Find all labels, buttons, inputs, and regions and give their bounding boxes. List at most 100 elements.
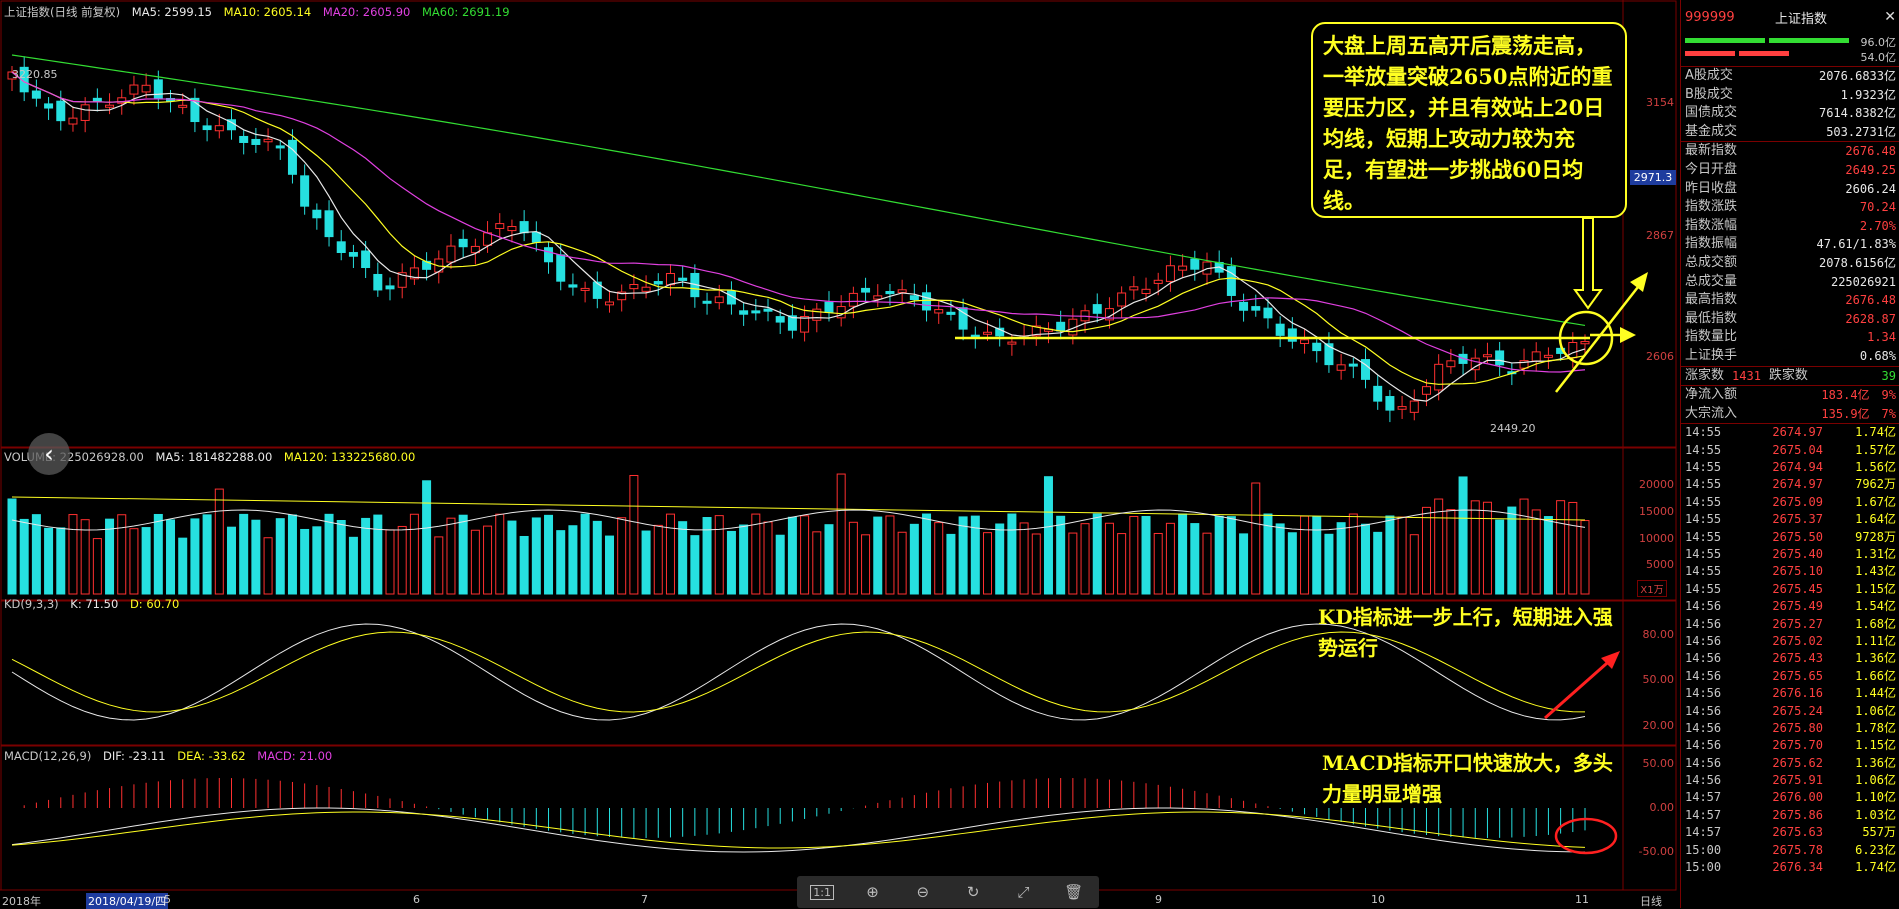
tick-row[interactable]: 14:56 2676.16 1.44亿 (1681, 685, 1899, 702)
tick-row[interactable]: 14:56 2675.24 1.06亿 (1681, 703, 1899, 720)
tick-row[interactable]: 14:56 2675.43 1.36亿 (1681, 650, 1899, 667)
tick-price: 2675.62 (1772, 755, 1823, 770)
candle-body (763, 308, 773, 312)
fullscreen-icon: ⤢ (1017, 883, 1030, 901)
stat-label: 最新指数 (1685, 143, 1738, 159)
tick-row[interactable]: 14:55 2675.40 1.31亿 (1681, 546, 1899, 563)
volume-bar (1348, 513, 1358, 595)
image-viewer-toolbar: 1:1 ⊕ ⊖ ↻ ⤢ 🗑 (797, 876, 1099, 908)
tick-row[interactable]: 14:55 2674.97 7962万 (1681, 476, 1899, 493)
tick-amount: 1.74亿 (1855, 860, 1896, 875)
tick-row[interactable]: 14:56 2675.62 1.36亿 (1681, 755, 1899, 772)
tick-row[interactable]: 14:56 2675.02 1.11亿 (1681, 633, 1899, 650)
volume-bar (1568, 501, 1578, 595)
volume-bar (483, 525, 493, 595)
tick-amount: 1.43亿 (1855, 564, 1896, 579)
tick-row[interactable]: 14:55 2675.04 1.57亿 (1681, 442, 1899, 459)
volume-bar (1019, 522, 1029, 595)
volume-bar (604, 535, 614, 595)
candle-body (1092, 304, 1102, 314)
tick-row[interactable]: 14:57 2676.00 1.10亿 (1681, 789, 1899, 806)
tick-row[interactable]: 14:56 2675.70 1.15亿 (1681, 737, 1899, 754)
volume-bar (970, 515, 980, 595)
tick-row[interactable]: 14:56 2675.65 1.66亿 (1681, 668, 1899, 685)
tick-amount: 1.78亿 (1855, 720, 1896, 735)
stat-row: 指数涨幅 2.70% (1681, 217, 1899, 236)
x-axis-mode[interactable]: 日线 (1640, 895, 1662, 908)
x-axis-cursor-date: 2018/04/19/四 (86, 893, 169, 909)
tick-row[interactable]: 14:55 2675.45 1.15亿 (1681, 581, 1899, 598)
fullscreen-button[interactable]: ⤢ (1011, 880, 1035, 904)
volume-ma5 (11, 509, 1586, 531)
volume-bar (702, 517, 712, 595)
tick-amount: 1.10亿 (1855, 790, 1896, 805)
tick-row[interactable]: 14:57 2675.63 557万 (1681, 824, 1899, 841)
turnover-section: A股成交 2076.6833亿 B股成交 1.9323亿 国债成交 7614.8… (1681, 67, 1899, 141)
tick-price: 2675.43 (1772, 651, 1823, 666)
candle-body (617, 291, 627, 301)
candle-body (409, 267, 419, 280)
stat-row: 最低指数 2628.87 (1681, 310, 1899, 329)
tick-row[interactable]: 14:55 2675.37 1.64亿 (1681, 511, 1899, 528)
stat-value: 0.68% (1859, 348, 1896, 363)
candle-body (909, 295, 919, 300)
close-icon[interactable]: ✕ (1884, 9, 1896, 25)
tick-amount: 1.11亿 (1855, 633, 1896, 648)
candle-body (1141, 288, 1151, 295)
candle-body (1348, 363, 1358, 367)
ma60-line (11, 54, 1586, 327)
candle-body (153, 79, 163, 99)
volume-bar (92, 538, 102, 595)
tick-row[interactable]: 14:55 2675.50 9728万 (1681, 529, 1899, 546)
x-axis-label: 9 (1155, 893, 1162, 906)
volume-bar (251, 519, 261, 595)
volume-bar (507, 520, 517, 595)
tick-row[interactable]: 14:55 2675.09 1.67亿 (1681, 494, 1899, 511)
tick-list[interactable]: 14:55 2674.97 1.74亿 14:55 2675.04 1.57亿 … (1681, 424, 1899, 876)
candle-body (397, 272, 407, 288)
panel-frame (0, 447, 1677, 601)
volume-ma120 (11, 496, 1586, 521)
tick-row[interactable]: 14:56 2675.91 1.06亿 (1681, 772, 1899, 789)
zoom-in-button[interactable]: ⊕ (860, 880, 884, 904)
tick-row[interactable]: 14:55 2674.97 1.74亿 (1681, 424, 1899, 441)
volume-bar (1202, 532, 1212, 595)
actual-size-button[interactable]: 1:1 (810, 880, 834, 904)
volume-unit: X1万 (1637, 580, 1667, 597)
turnover-value: 1.9323亿 (1840, 87, 1896, 102)
tick-row[interactable]: 15:00 2676.34 1.74亿 (1681, 859, 1899, 876)
candle-body (1531, 351, 1541, 362)
zoom-in-icon: ⊕ (866, 883, 879, 901)
volume-bar (1226, 516, 1236, 595)
turnover-label: 基金成交 (1685, 123, 1738, 139)
panel-frame (0, 0, 1677, 448)
tick-row[interactable]: 14:55 2675.10 1.43亿 (1681, 563, 1899, 580)
volume-bar (1531, 509, 1541, 595)
zoom-out-button[interactable]: ⊖ (911, 880, 935, 904)
turnover-row: B股成交 1.9323亿 (1681, 86, 1899, 105)
tick-price: 2676.34 (1772, 860, 1823, 875)
k-line (11, 623, 1586, 721)
volume-bar (995, 523, 1005, 595)
prev-image-button[interactable]: ‹ (28, 433, 70, 475)
flow-row: 大宗流入 135.9亿 7% (1681, 405, 1899, 424)
stat-label: 最低指数 (1685, 310, 1738, 326)
tick-row[interactable]: 14:57 2675.86 1.03亿 (1681, 807, 1899, 824)
volume-bar (80, 519, 90, 595)
rotate-button[interactable]: ↻ (961, 880, 985, 904)
tick-row[interactable]: 14:56 2675.80 1.78亿 (1681, 720, 1899, 737)
volume-bar (714, 515, 724, 595)
delete-button[interactable]: 🗑 (1062, 880, 1086, 904)
candle-body (922, 292, 932, 311)
tick-row[interactable]: 14:56 2675.49 1.54亿 (1681, 598, 1899, 615)
volume-bar (690, 535, 700, 595)
x-axis-label: 2018年 (2, 895, 41, 908)
tick-row[interactable]: 14:56 2675.27 1.68亿 (1681, 616, 1899, 633)
candle-body (1568, 341, 1578, 359)
stat-value: 2676.48 (1845, 293, 1896, 308)
tick-row[interactable]: 15:00 2675.78 6.23亿 (1681, 842, 1899, 859)
stat-label: 总成交额 (1685, 254, 1738, 270)
tick-row[interactable]: 14:55 2674.94 1.56亿 (1681, 459, 1899, 476)
stat-row: 昨日收盘 2606.24 (1681, 180, 1899, 199)
